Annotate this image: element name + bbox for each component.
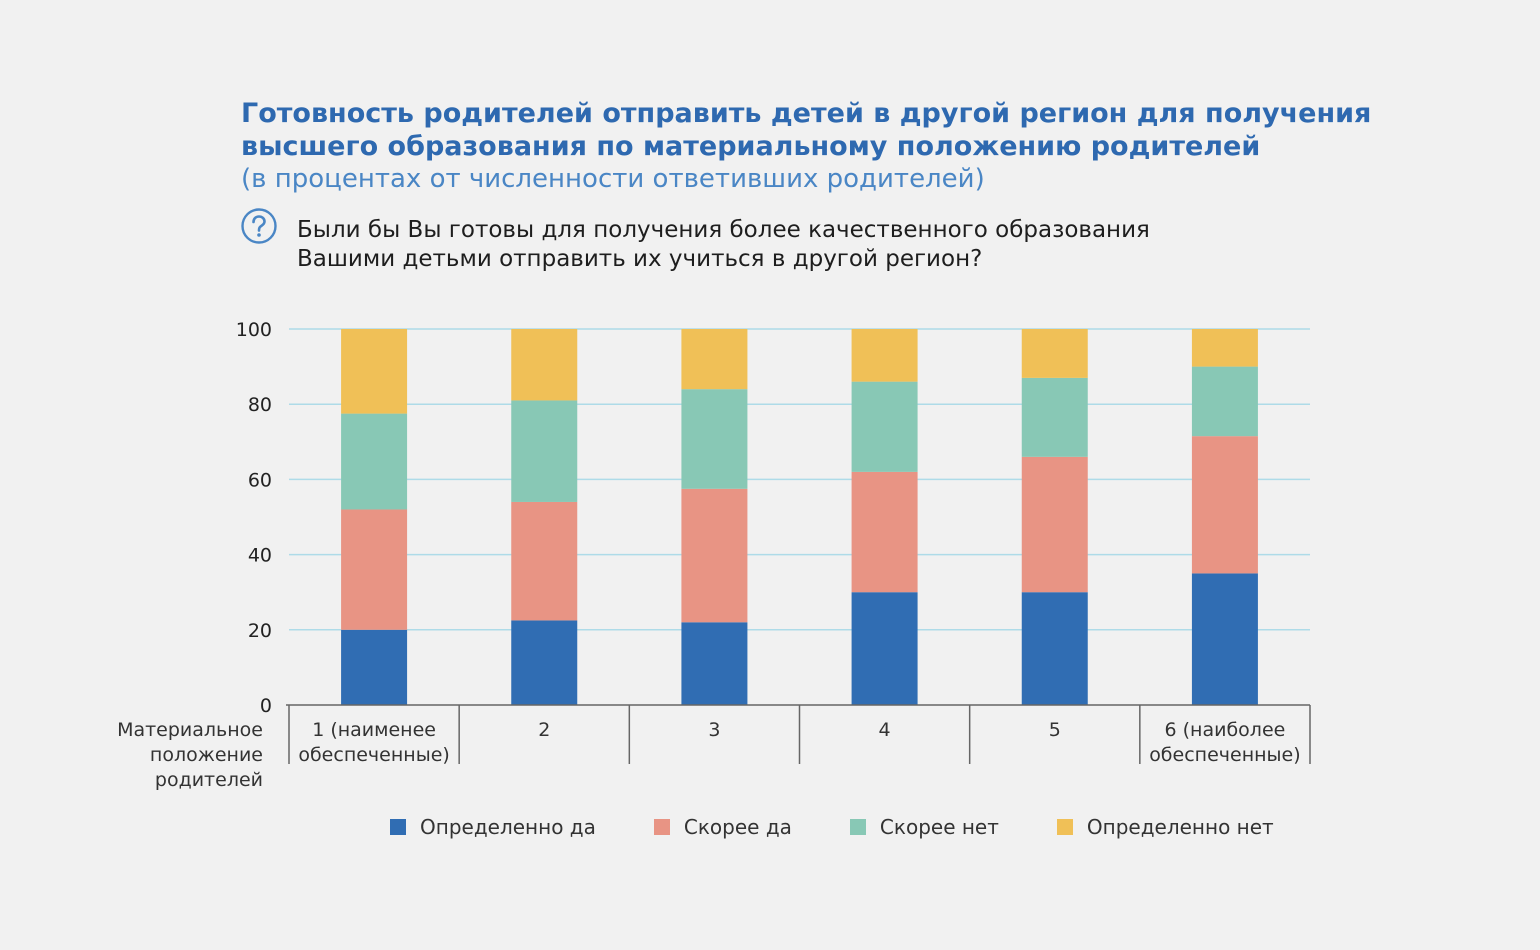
legend-label: Определенно нет (1086, 815, 1274, 839)
x-category-label: обеспеченные) (1149, 744, 1300, 766)
bar-segment (511, 400, 578, 502)
x-axis-title: родителей (155, 769, 263, 791)
bar-segment (341, 629, 408, 705)
bar-segment (341, 509, 408, 630)
legend-item: Скорее нет (849, 815, 999, 839)
legend-swatch (653, 819, 670, 835)
x-category-label: 3 (708, 719, 720, 741)
bar-segment (681, 329, 748, 390)
y-tick-label: 100 (236, 319, 272, 341)
x-category-label: 5 (1049, 719, 1061, 741)
bar-segment (341, 413, 408, 510)
bar-segment (681, 389, 748, 489)
title-line-1: Готовность родителей отправить детей в д… (241, 98, 1372, 129)
question-circle-icon (241, 208, 277, 244)
survey-question: Были бы Вы готовы для получения более ка… (297, 216, 1150, 274)
x-category-label: 4 (879, 719, 891, 741)
legend-swatch (1056, 819, 1073, 835)
bar-segment (511, 501, 578, 621)
bar-segment (1021, 377, 1088, 457)
bar-segment (681, 622, 748, 705)
legend-item: Скорее да (653, 815, 792, 839)
y-tick-label: 80 (248, 394, 272, 416)
bar-segment (851, 381, 918, 472)
y-tick-label: 60 (248, 469, 272, 491)
chart-legend: Определенно да Скорее да Скорее нет Определ… (390, 815, 1274, 839)
legend-item: Определенно нет (1056, 815, 1274, 839)
title-line-2: высшего образования по материальному пол… (241, 131, 1261, 162)
x-category-label: 6 (наиболее (1165, 719, 1286, 741)
bar-segment (1191, 329, 1258, 367)
legend-item: Определенно да (390, 815, 596, 839)
bar-segment (1021, 456, 1088, 593)
x-category-label: 2 (538, 719, 550, 741)
bar-segment (1191, 366, 1258, 437)
bar-segment (1021, 592, 1088, 705)
bar-segment (511, 329, 578, 401)
y-tick-label: 20 (248, 620, 272, 642)
legend-label: Определенно да (420, 815, 596, 839)
bar-segment (851, 329, 918, 382)
bar-segment (511, 620, 578, 705)
bar-segment (851, 471, 918, 593)
bar-segment (851, 592, 918, 705)
bar-segment (681, 488, 748, 623)
x-axis-title: положение (150, 744, 263, 766)
legend-label: Скорее да (683, 815, 792, 839)
question-line-2: Вашими детьми отправить их учиться в дру… (297, 246, 983, 272)
chart-title: Готовность родителей отправить детей в д… (241, 97, 1371, 163)
x-category-label: обеспеченные) (298, 744, 449, 766)
question-line-1: Были бы Вы готовы для получения более ка… (297, 217, 1150, 243)
bar-segment (1191, 436, 1258, 574)
legend-swatch (849, 819, 866, 835)
y-tick-label: 0 (260, 695, 272, 717)
x-axis-title: Материальное (117, 719, 263, 741)
legend-swatch (390, 819, 406, 835)
chart-subtitle: (в процентах от численности ответивших р… (241, 164, 985, 194)
y-tick-label: 40 (248, 545, 272, 567)
legend-label: Скорее нет (879, 815, 999, 839)
x-category-label: 1 (наименее (312, 719, 436, 741)
bar-segment (341, 329, 408, 414)
bar-segment (1021, 329, 1088, 378)
bar-segment (1191, 573, 1258, 705)
